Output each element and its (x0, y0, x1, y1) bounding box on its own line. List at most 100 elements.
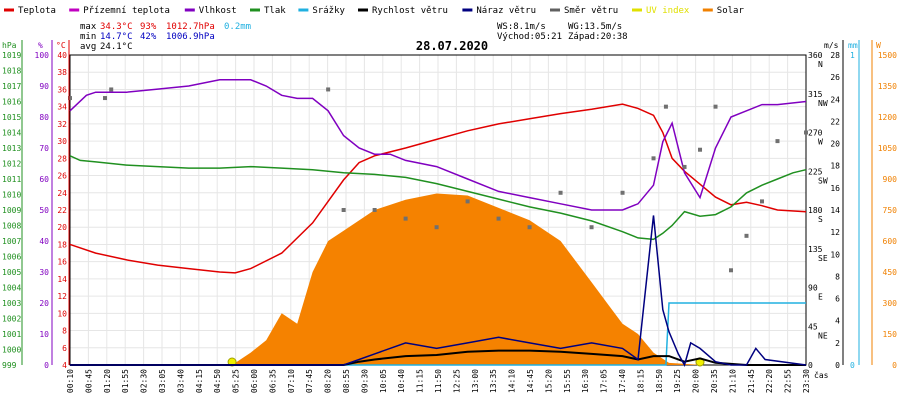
x-tick-label: 11:50 (434, 369, 443, 393)
pct-tick: 100 (35, 51, 50, 60)
legend-label: Tlak (264, 6, 286, 16)
stats-min-label: min (80, 32, 96, 42)
x-tick-label: 22:55 (784, 369, 793, 393)
wind-direction-point (372, 208, 377, 212)
x-tick-label: 05:25 (232, 369, 241, 393)
hpa-tick: 999 (2, 361, 17, 370)
x-tick-label: 21:45 (747, 369, 756, 393)
wind-direction-point (589, 225, 594, 230)
mm-unit-label: mm (848, 41, 858, 50)
legend-label: Vlhkost (199, 6, 237, 16)
ms-tick: 24 (830, 95, 840, 104)
c-tick: 38 (57, 68, 67, 77)
mm-tick: 1 (850, 51, 855, 60)
dir-tick-dir: SW (818, 176, 828, 185)
c-tick: 6 (62, 344, 67, 353)
pct-unit-label: % (38, 41, 43, 50)
hpa-tick: 1016 (2, 98, 21, 107)
x-tick-label: 15:20 (544, 369, 553, 393)
hpa-tick: 1011 (2, 175, 21, 184)
pct-tick: 20 (39, 299, 49, 308)
legend-label: Náraz větru (476, 6, 536, 16)
c-tick: 12 (57, 292, 67, 301)
x-tick-label: 08:55 (342, 369, 351, 393)
c-tick: 4 (62, 361, 67, 370)
hpa-tick: 1006 (2, 253, 21, 262)
wind-direction-point (775, 139, 780, 144)
stats-max-press: 1012.7hPa (166, 22, 215, 32)
pct-tick: 70 (39, 144, 49, 153)
legend-label: Teplota (18, 6, 56, 16)
ms-tick: 28 (830, 51, 840, 60)
wind-direction-point (759, 199, 764, 204)
x-tick-label: 03:05 (158, 369, 167, 393)
ms-tick: 2 (835, 339, 840, 348)
x-tick-label: 01:55 (121, 369, 130, 393)
stats-min-press: 1006.9hPa (166, 32, 215, 42)
x-tick-label: 20:35 (710, 369, 719, 393)
dir-tick-dir: NE (818, 331, 828, 340)
x-tick-label: 17:40 (618, 369, 627, 393)
x-tick-label: 16:30 (581, 369, 590, 393)
hpa-tick: 1012 (2, 160, 21, 169)
w-tick: 1200 (878, 113, 897, 122)
wind-direction-point (465, 199, 470, 204)
wind-direction-point (496, 216, 501, 221)
ms-tick: 26 (830, 73, 840, 82)
pct-tick: 10 (39, 330, 49, 339)
x-tick-label: 23:30 (802, 369, 811, 393)
ms-tick: 4 (835, 317, 840, 326)
wind-direction-point (620, 190, 625, 195)
dir-tick: 135 (808, 245, 823, 254)
ms-tick: 6 (835, 295, 840, 304)
stats-min-temp: 14.7°C (100, 32, 133, 42)
x-tick-label: 01:20 (103, 369, 112, 393)
c-tick: 26 (57, 172, 67, 181)
c-tick: 32 (57, 120, 67, 129)
dir-tick: 315 (808, 90, 823, 99)
pct-tick: 50 (39, 206, 49, 215)
stats-max-rain: 0.2mm (224, 22, 251, 32)
ms-tick: 14 (830, 206, 840, 215)
w-unit-label: W (876, 41, 881, 50)
x-tick-label: 21:10 (728, 369, 737, 393)
dir-tick: 180 (808, 206, 823, 215)
x-tick-label: 15:55 (563, 369, 572, 393)
ms-unit-label: m/s (824, 41, 839, 50)
wind-direction-point (744, 233, 749, 238)
series-line-vlhkost (69, 79, 807, 211)
x-tick-label: 08:20 (324, 369, 333, 393)
x-tick-label: 00:45 (84, 369, 93, 393)
x-tick-label: 18:15 (636, 369, 645, 393)
wind-direction-point (651, 156, 656, 161)
hpa-tick: 1007 (2, 237, 21, 246)
ms-tick: 10 (830, 250, 840, 259)
dir-tick-dir: NW (818, 99, 828, 108)
wind-direction-point (663, 104, 668, 109)
dir-tick: 0 (808, 361, 813, 370)
wind-direction-point (326, 87, 331, 92)
x-tick-label: 03:40 (176, 369, 185, 393)
stats-max-temp: 34.3°C (100, 22, 133, 32)
c-tick: 36 (57, 85, 67, 94)
ms-tick: 12 (830, 228, 840, 237)
series-line-n-raz-v-tru (70, 215, 807, 367)
dir-tick-dir: SE (818, 254, 828, 263)
x-tick-label: 10:40 (397, 369, 406, 393)
hpa-tick: 1000 (2, 346, 21, 355)
hpa-tick: 1018 (2, 67, 21, 76)
x-tick-label: 07:45 (305, 369, 314, 393)
legend-label: Solar (717, 6, 745, 16)
x-tick-label: 00:10 (66, 369, 75, 393)
dir-tick: 225 (808, 167, 823, 176)
dir-tick-dir: E (818, 293, 823, 302)
stats-avg-temp: 24.1°C (100, 42, 133, 52)
wind-direction-point (729, 268, 734, 273)
wind-direction-point (403, 216, 408, 221)
x-tick-label: 14:45 (526, 369, 535, 393)
c-tick: 30 (57, 137, 67, 146)
legend-label: Směr větru (564, 6, 618, 16)
dir-tick-dir: W (818, 138, 823, 147)
x-tick-label: 11:15 (416, 369, 425, 393)
